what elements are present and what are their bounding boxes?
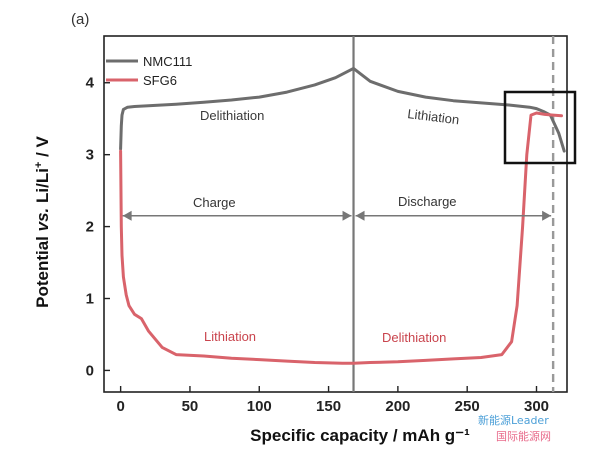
annotation-lithiation-bottom: Lithiation <box>204 329 256 344</box>
x-tick-label: 250 <box>455 398 480 415</box>
charge-arrow-head <box>122 210 132 221</box>
y-tick-label: 0 <box>86 362 94 379</box>
capacity-arrows <box>122 210 552 221</box>
series-line-nmc111 <box>119 66 566 153</box>
y-tick-label: 4 <box>86 75 95 92</box>
y-tick-label: 3 <box>86 147 94 164</box>
x-tick-label: 300 <box>524 398 549 415</box>
discharge-arrow-head <box>542 210 552 221</box>
y-tick-label: 1 <box>86 291 94 308</box>
charge-arrow-head <box>342 210 352 221</box>
annotation-discharge: Discharge <box>398 194 457 209</box>
series-lines <box>119 66 566 365</box>
discharge-arrow-head <box>355 210 365 221</box>
watermark-line1: 新能源Leader <box>478 414 549 427</box>
watermark-line2: 国际能源网 <box>496 430 551 443</box>
highlight-box <box>503 90 577 165</box>
annotation-delithiation-bottom: Delithiation <box>382 330 446 345</box>
axis-ticks: 0 50 100 150 200 250 300 0 1 2 3 4 <box>86 75 549 415</box>
panel-label: (a) <box>71 11 89 28</box>
series-line-sfg6 <box>119 111 563 365</box>
y-axis-title: Potential vs. Li/Li+ / V <box>33 135 52 307</box>
x-tick-label: 50 <box>182 398 199 415</box>
legend-label-nmc111: NMC111 <box>143 54 192 69</box>
reference-lines <box>352 36 555 392</box>
plot-frame <box>103 35 568 393</box>
annotation-charge: Charge <box>193 195 236 210</box>
y-tick-label: 2 <box>86 219 94 236</box>
x-tick-label: 100 <box>247 398 272 415</box>
x-axis-title: Specific capacity / mAh g⁻¹ <box>250 426 470 445</box>
x-tick-label: 0 <box>116 398 124 415</box>
x-tick-label: 150 <box>316 398 341 415</box>
annotation-lithiation-top: Lithiation <box>407 106 460 127</box>
x-tick-label: 200 <box>385 398 410 415</box>
annotation-delithiation-top: Delithiation <box>200 108 264 123</box>
legend-label-sfg6: SFG6 <box>143 73 177 88</box>
legend: NMC111 SFG6 <box>106 54 192 88</box>
